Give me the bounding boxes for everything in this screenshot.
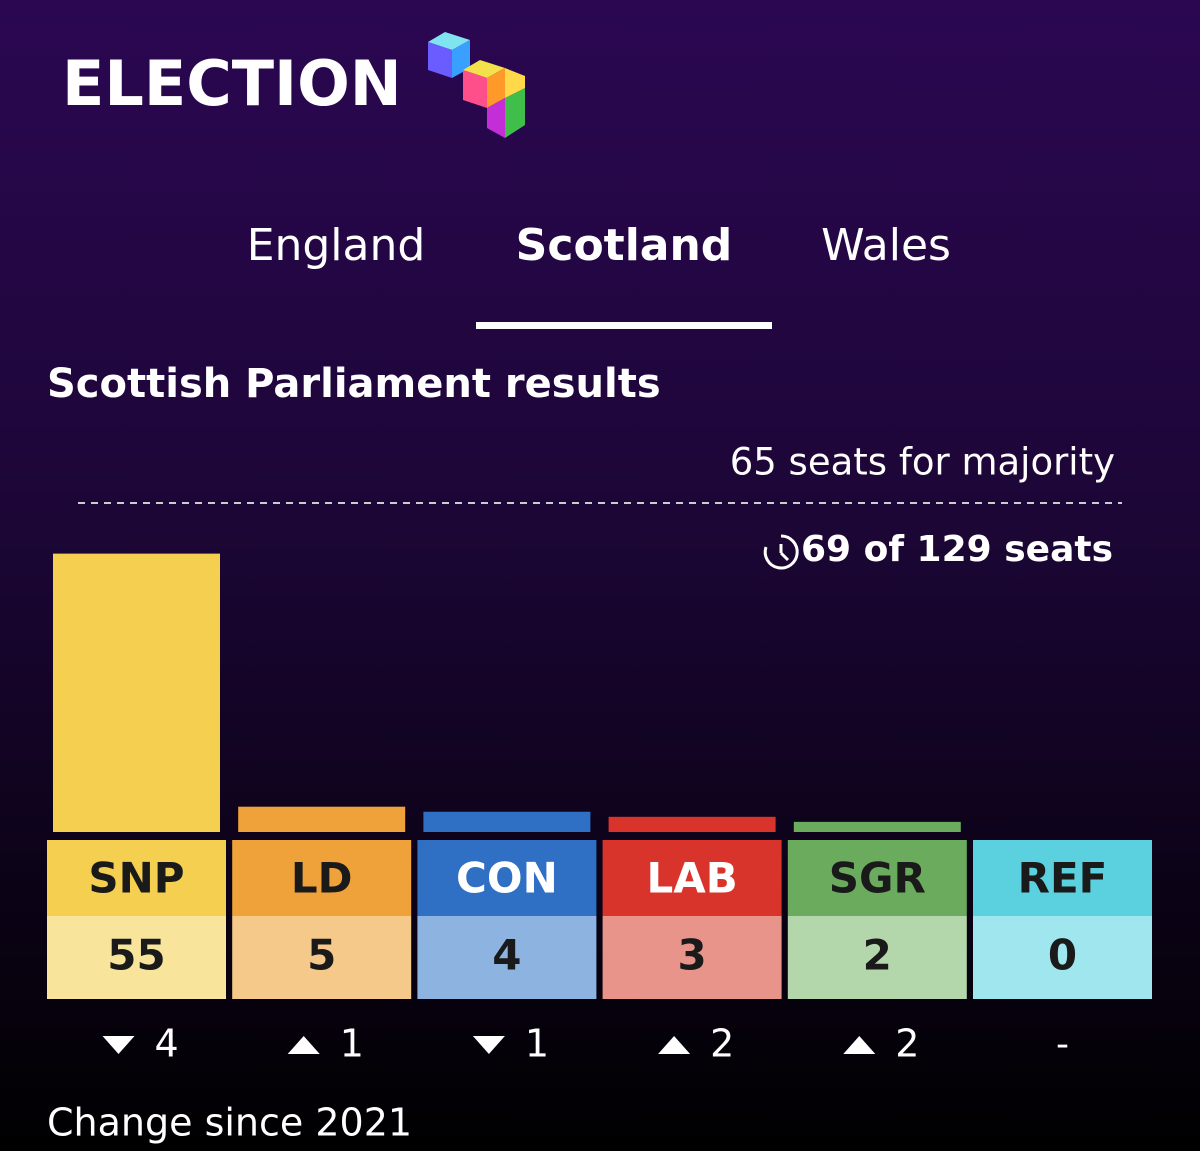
majority-label: 65 seats for majority (730, 441, 1115, 484)
tab[interactable]: Wales (821, 220, 951, 271)
seat-cell (973, 916, 1152, 999)
change-label: - (1056, 1024, 1069, 1065)
party-cell (232, 840, 412, 916)
bar (793, 821, 961, 832)
change-arrow (287, 1036, 320, 1054)
change-title: Change since 2021 (47, 1101, 412, 1145)
party-cell (973, 840, 1152, 916)
party-name: SGR (829, 854, 926, 903)
party-cell (787, 840, 967, 916)
tab-underline (476, 322, 772, 329)
seat-cell (232, 916, 412, 999)
seat-cell (787, 916, 967, 999)
progress-label: 69 of 129 seats (801, 529, 1113, 570)
change-label: 2 (710, 1022, 734, 1066)
party-cell (47, 840, 226, 916)
change-arrow (843, 1036, 876, 1054)
seat-count: 5 (307, 931, 336, 980)
seat-count: 4 (492, 931, 521, 980)
party-cell (417, 840, 597, 916)
change-label: 1 (340, 1022, 364, 1066)
change-label: 4 (155, 1022, 179, 1066)
seat-cell (47, 916, 226, 999)
party-name: LAB (646, 854, 737, 903)
party-name: CON (456, 854, 558, 903)
tab[interactable]: England (247, 220, 426, 271)
bar (53, 553, 220, 832)
logo (428, 32, 525, 138)
party-cell (602, 840, 782, 916)
change-label: 1 (525, 1022, 549, 1066)
seat-count: 2 (863, 931, 892, 980)
seat-cell (417, 916, 597, 999)
seat-cell (602, 916, 782, 999)
party-name: REF (1018, 854, 1108, 903)
tab-bar: England Scotland Wales (247, 220, 951, 329)
change-arrow (102, 1036, 135, 1054)
seat-count: 0 (1048, 931, 1077, 980)
change-arrow (472, 1036, 505, 1054)
change-label: 2 (895, 1022, 919, 1066)
chart-title: Scottish Parliament results (47, 361, 661, 407)
party-name: SNP (88, 854, 184, 903)
tab[interactable]: Scotland (516, 220, 733, 271)
party-name: LD (291, 854, 353, 903)
seat-count: 55 (107, 931, 165, 980)
header-title: ELECTION (62, 47, 402, 120)
progress-icon (763, 534, 799, 570)
seat-count: 3 (677, 931, 706, 980)
bar (423, 811, 591, 832)
bar (238, 806, 406, 832)
change-arrow (658, 1036, 691, 1054)
bar (608, 816, 776, 832)
